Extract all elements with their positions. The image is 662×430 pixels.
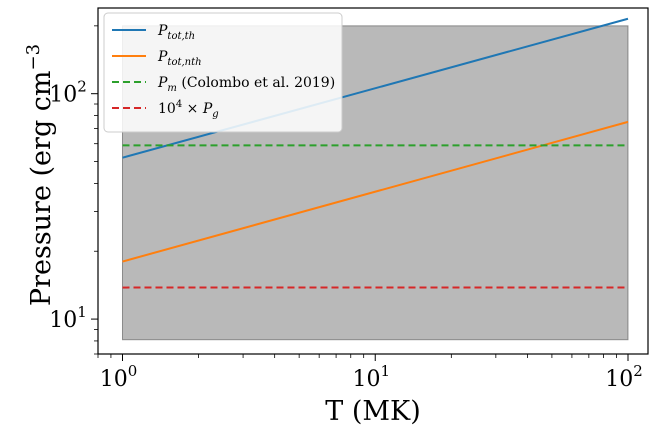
y-tick-base: 10	[49, 308, 77, 333]
y-tick-label: 102	[49, 78, 87, 108]
legend-label-1: Ptot,nth	[157, 49, 202, 68]
x-tick-base: 10	[352, 367, 380, 392]
legend-base: P	[202, 101, 213, 117]
y-axis-label-text: Pressure (erg cm	[26, 70, 57, 306]
legend-label-2: Pm (Colombo et al. 2019)	[157, 75, 335, 94]
legend-sub: g	[212, 109, 218, 120]
legend-base: P	[157, 75, 168, 91]
x-tick-label: 100	[100, 362, 138, 392]
legend-box	[103, 12, 343, 133]
x-tick-label: 102	[605, 362, 643, 392]
series-line-0	[122, 17, 629, 159]
y-tick-base: 10	[49, 83, 77, 108]
y-axis-label: Pressure (erg cm−3	[23, 44, 57, 306]
plot-frame	[97, 7, 649, 355]
legend-sub: tot,th	[167, 31, 195, 42]
legend-base: P	[157, 23, 168, 39]
legend-sub: tot,nth	[167, 57, 201, 68]
legend-tail: (Colombo et al. 2019)	[177, 75, 335, 91]
x-tick-exp: 2	[633, 362, 643, 380]
legend-mid: ×	[182, 101, 203, 117]
y-axis-label-exp: −3	[23, 44, 44, 71]
x-tick-exp: 0	[128, 362, 138, 380]
x-tick-base: 10	[100, 367, 128, 392]
legend-label-3: 104 × Pg	[158, 99, 219, 120]
y-tick-exp: 1	[77, 303, 87, 321]
legend-pre-exp: 4	[176, 99, 182, 110]
y-tick-label: 101	[49, 303, 87, 333]
x-tick-exp: 1	[380, 362, 390, 380]
x-axis-label: T (MK)	[325, 396, 420, 427]
x-tick-base: 10	[605, 367, 633, 392]
legend-pre: 10	[158, 101, 176, 117]
legend-base: P	[157, 49, 168, 65]
legend-label-0: Ptot,th	[157, 23, 195, 42]
y-tick-exp: 2	[77, 78, 87, 96]
x-tick-label: 101	[352, 362, 390, 392]
legend-sub: m	[167, 83, 176, 94]
